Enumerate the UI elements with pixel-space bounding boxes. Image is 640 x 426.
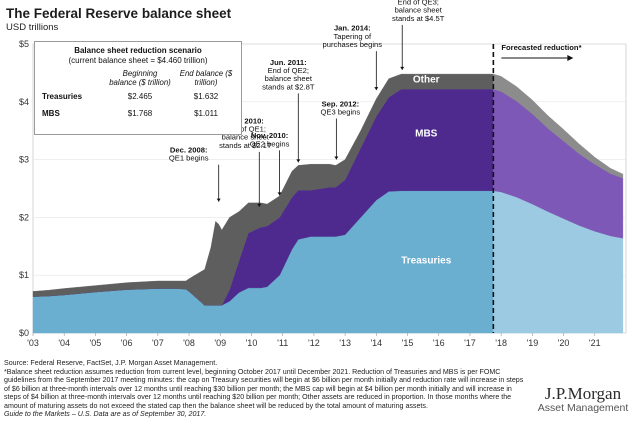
x-tick-label: '06 [121,338,133,348]
methodology-note: *Balance sheet reduction assumes reducti… [4,367,524,410]
scenario-table: Beginning balance ($ trillion) End balan… [41,68,239,122]
annotation-line: balance sheet [395,6,443,15]
x-tick-label: '12 [308,338,320,348]
annotation-arrow-head [216,198,221,202]
annotation-line: End of QE2; [268,66,309,75]
begin-value: $1.768 [127,109,153,118]
x-tick-label: '16 [433,338,445,348]
annotation-line: stands at $4.5T [392,14,445,23]
chart-subtitle: USD trillions [6,22,59,33]
end-value: $1.632 [193,92,219,101]
x-tick-label: '05 [90,338,102,348]
annotation-text: Sep. 2012: QE3 begins [321,99,361,116]
end-value: $1.011 [194,109,218,118]
annotation-line: Jun. 2010: [227,116,264,125]
brand-division: Asset Management [537,402,629,414]
x-tick-label: '20 [558,338,570,348]
col-header-begin: Beginning balance ($ trillion) [109,69,171,87]
guide-note: Guide to the Markets – U.S. Data are as … [4,410,207,418]
area-other-forecast [493,73,624,179]
annotation-arrow-head [277,192,282,196]
annotation-line: Sep. 2012: [322,99,360,108]
annotation-line: QE2 begins [250,139,290,148]
annotation-arrow-head [257,203,262,207]
annotation-arrow-head [400,66,405,70]
annotation-line: Jan. 2014: [334,24,371,33]
annotation-line: Dec. 2008: [170,145,208,154]
x-tick-label: '09 [214,338,226,348]
footnotes: Source: Federal Reserve, FactSet, J.P. M… [4,359,524,419]
y-tick-label: $5 [19,39,29,49]
x-tick-label: '08 [183,338,195,348]
label-mbs: MBS [415,128,438,139]
annotation-arrow-head [374,87,379,91]
label-other: Other [413,75,440,86]
x-tick-label: '11 [277,338,288,348]
y-tick-label: $1 [19,270,29,280]
annotation-line: QE3 begins [321,107,361,116]
source-note: Source: Federal Reserve, FactSet, J.P. M… [4,359,218,367]
scenario-table-box: Balance sheet reduction scenario (curren… [34,41,242,135]
scenario-subtitle: (current balance sheet = $4.460 trillion… [68,56,208,65]
annotation-text: Nov. 2010: QE2 begins [250,131,290,148]
annotation-line: End of QE1; [225,124,266,133]
x-tick-label: '18 [495,338,507,348]
y-tick-label: $3 [19,155,29,165]
annotation-text: Jun. 2010: End of QE1; balance sheet stands… [219,116,272,150]
x-tick-label: '17 [464,338,476,348]
scenario-title: Balance sheet reduction scenario [74,46,202,55]
annotation-arrow-head [334,156,339,160]
y-tick-label: $2 [19,212,29,222]
x-tick-label: '15 [402,338,414,348]
x-tick-label: '03 [27,338,39,348]
chart-title: The Federal Reserve balance sheet [6,6,232,21]
annotation-line: End of QE3; [398,0,439,7]
table-row: MBS $1.768 $1.011 [41,105,239,122]
x-tick-label: '21 [589,338,601,348]
annotation-text: Jun. 2011: End of QE2; balance sheet stands… [262,58,315,92]
annotation-text: Oct. 2014:End of QE3;balance sheetstands… [392,0,445,23]
x-tick-label: '13 [339,338,351,348]
annotation-line: stands at $2.8T [262,82,315,91]
annotation-text: Jan. 2014: Tapering of purchases begins [323,24,383,49]
y-tick-label: $4 [19,97,29,107]
y-tick-label: $0 [19,328,29,338]
x-tick-label: '07 [152,338,164,348]
annotation-line: balance sheet [222,133,270,142]
annotation-arrow-head [296,159,301,163]
table-row: Treasuries $2.465 $1.632 [41,88,239,105]
row-label: MBS [42,109,60,118]
annotation-text: Dec. 2008: QE1 begins [169,145,209,162]
annotation-line: purchases begins [323,40,383,49]
forecast-arrow-head [567,55,574,61]
annotation-line: stands at $2.1T [219,141,272,150]
x-tick-label: '04 [58,338,70,348]
x-tick-label: '19 [527,338,539,348]
col-header-end: End balance ($ trillion) [179,69,233,87]
brand-name: J.P.Morgan [544,384,622,403]
x-tick-label: '10 [246,338,258,348]
annotation-line: QE1 begins [169,154,209,163]
begin-value: $2.465 [127,92,153,101]
annotation-line: Nov. 2010: [251,131,288,140]
annotation-line: Jun. 2011: [270,58,307,67]
x-tick-label: '14 [370,338,382,348]
row-label: Treasuries [42,92,83,101]
annotation-line: balance sheet [265,74,313,83]
brand-logo: J.P.Morgan Asset Management [528,384,638,414]
forecast-label: Forecasted reduction* [501,43,581,52]
annotation-line: Tapering of [334,32,372,41]
label-treasuries: Treasuries [401,256,451,267]
